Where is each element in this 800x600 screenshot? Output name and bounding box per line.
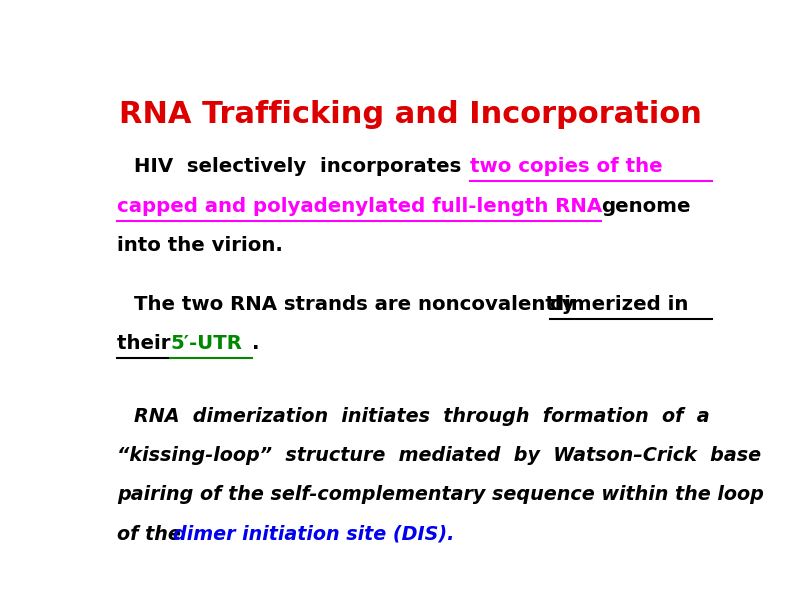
Text: dimer initiation site (DIS).: dimer initiation site (DIS). bbox=[173, 524, 454, 544]
Text: two copies of the: two copies of the bbox=[470, 157, 662, 176]
Text: pairing of the self-complementary sequence within the loop: pairing of the self-complementary sequen… bbox=[118, 485, 764, 505]
Text: The two RNA strands are noncovalently: The two RNA strands are noncovalently bbox=[134, 295, 582, 314]
Text: their: their bbox=[118, 334, 178, 353]
Text: “kissing-loop”  structure  mediated  by  Watson–Crick  base: “kissing-loop” structure mediated by Wat… bbox=[118, 446, 762, 465]
Text: capped and polyadenylated full-length RNA: capped and polyadenylated full-length RN… bbox=[118, 197, 610, 216]
Text: 5′-UTR: 5′-UTR bbox=[170, 334, 242, 353]
Text: RNA Trafficking and Incorporation: RNA Trafficking and Incorporation bbox=[118, 100, 702, 129]
Text: genome: genome bbox=[601, 197, 690, 216]
Text: RNA  dimerization  initiates  through  formation  of  a: RNA dimerization initiates through forma… bbox=[134, 407, 710, 426]
Text: HIV  selectively  incorporates: HIV selectively incorporates bbox=[134, 157, 475, 176]
Text: dimerized in: dimerized in bbox=[550, 295, 689, 314]
Text: of the: of the bbox=[118, 524, 188, 544]
Text: into the virion.: into the virion. bbox=[118, 236, 283, 255]
Text: .: . bbox=[252, 334, 259, 353]
